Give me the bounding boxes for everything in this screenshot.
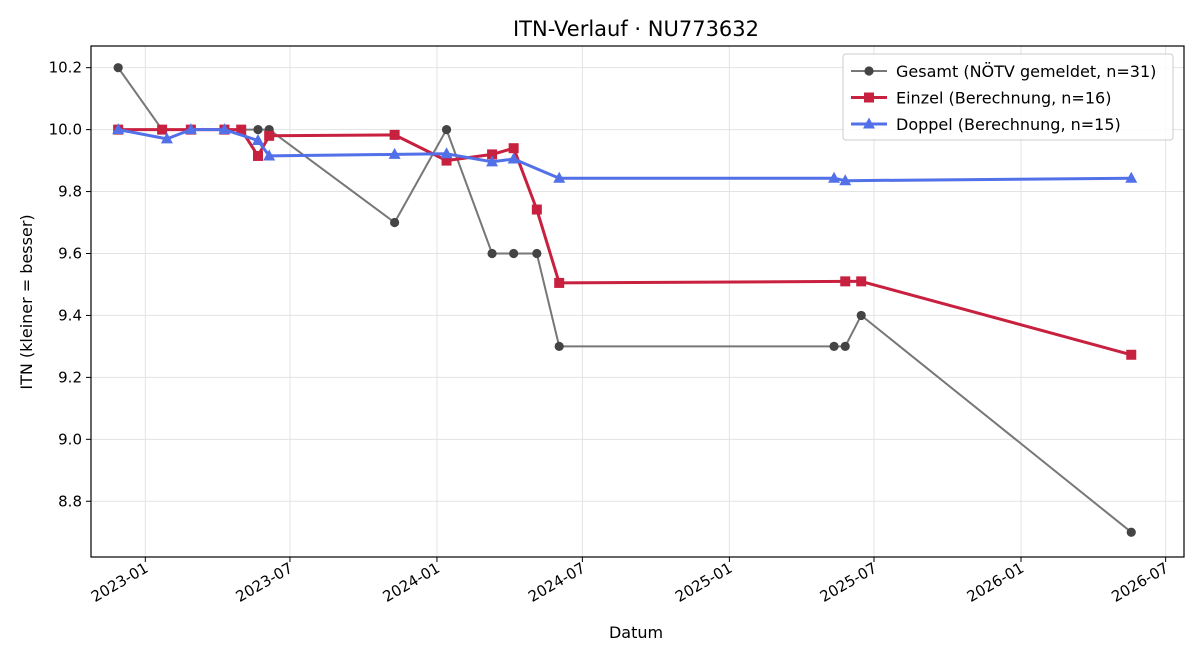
series-line-doppel (117, 128, 1132, 183)
data-point-gesamt (441, 125, 452, 135)
y-tick-label: 10.2 (49, 59, 82, 77)
y-tick-label: 8.8 (58, 492, 82, 510)
legend-marker (864, 92, 874, 103)
data-point-doppel (553, 171, 566, 183)
y-tick-label: 9.6 (58, 244, 82, 262)
legend-item-doppel: Doppel (Berechnung, n=15) (851, 115, 1121, 134)
data-point-doppel (112, 123, 125, 135)
y-tick-label: 9.4 (58, 306, 82, 324)
data-point-gesamt (390, 217, 400, 228)
data-point-gesamt (1126, 527, 1136, 537)
data-point-gesamt (840, 341, 850, 352)
legend: Gesamt (NÖTV gemeldet, n=31) Einzel (Bere… (842, 53, 1174, 141)
data-point-gesamt (554, 341, 564, 352)
data-point-doppel (263, 149, 276, 161)
chart-title: ITN-Verlauf · NU773632 (513, 17, 759, 41)
y-axis: 8.8 9.0 9.2 9.4 9.6 9.8 10.0 10.2 (49, 59, 91, 510)
data-point-einzel (236, 124, 247, 135)
data-point-einzel (554, 277, 565, 288)
data-point-doppel (507, 152, 520, 164)
data-point-einzel (389, 129, 400, 140)
data-point-gesamt (113, 63, 123, 73)
y-tick-label: 9.2 (58, 368, 82, 386)
data-point-einzel (487, 149, 498, 160)
data-point-doppel (440, 147, 453, 159)
data-point-doppel (160, 132, 173, 144)
data-point-doppel (251, 133, 264, 145)
data-point-gesamt (253, 125, 263, 135)
series-doppel (112, 123, 1138, 186)
data-point-einzel (531, 204, 542, 215)
legend-label: Gesamt (NÖTV gemeldet, n=31) (896, 62, 1156, 81)
data-point-einzel (508, 143, 519, 154)
data-point-einzel (840, 276, 851, 287)
data-point-doppel (388, 147, 401, 159)
legend-marker (863, 117, 875, 129)
series-layer (112, 63, 1138, 537)
x-axis-label: Datum (609, 623, 663, 642)
plot-frame (90, 45, 1185, 558)
data-point-doppel (218, 123, 231, 135)
data-point-gesamt (856, 310, 866, 321)
legend-item-gesamt: Gesamt (NÖTV gemeldet, n=31) (851, 62, 1156, 81)
data-point-gesamt (487, 248, 497, 259)
data-point-doppel (1125, 171, 1138, 183)
data-point-gesamt (829, 341, 839, 352)
data-point-doppel (839, 174, 852, 186)
legend-item-einzel: Einzel (Berechnung, n=16) (851, 89, 1111, 108)
data-point-einzel (1126, 349, 1137, 360)
y-tick-label: 10.0 (49, 121, 82, 139)
data-point-einzel (856, 276, 867, 287)
data-point-einzel (252, 150, 263, 161)
data-point-doppel (184, 123, 197, 135)
legend-box (842, 53, 1174, 141)
data-point-doppel (486, 155, 499, 167)
y-tick-label: 9.8 (58, 183, 82, 201)
data-point-einzel (157, 124, 168, 135)
data-point-einzel (441, 155, 452, 166)
data-point-gesamt (509, 248, 519, 259)
y-tick-label: 9.0 (58, 430, 82, 448)
legend-label: Doppel (Berechnung, n=15) (896, 115, 1121, 134)
data-point-doppel (828, 171, 841, 183)
legend-label: Einzel (Berechnung, n=16) (896, 89, 1111, 108)
data-point-einzel (264, 130, 275, 141)
legend-marker (864, 66, 874, 76)
y-axis-label: ITN (kleiner = besser) (17, 214, 36, 389)
data-point-gesamt (532, 248, 542, 259)
